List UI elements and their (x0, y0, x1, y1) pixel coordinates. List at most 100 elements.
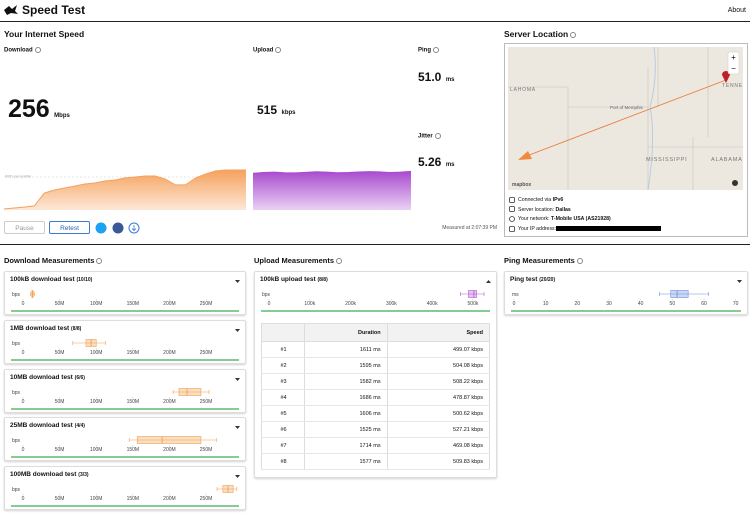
test-card: 25MB download test (4/4) bps 0 50M 100M 150M 2… (4, 417, 246, 461)
test-name: 100MB download test (3/3) (10, 471, 89, 478)
table-row: #1 1611 ms 499.07 kbps (261, 341, 490, 358)
x-tick-label: 300k (386, 301, 397, 307)
chevron[interactable] (235, 378, 240, 381)
x-tick-label: 100M (90, 301, 103, 307)
info-icon[interactable] (576, 258, 583, 265)
section-title: Your Internet Speed (4, 29, 85, 39)
icon-shape (509, 225, 515, 232)
x-tick-label: 250M (200, 399, 213, 405)
test-title: 25MB download test (10, 422, 73, 429)
x-tick-label: 250M (200, 350, 213, 356)
chevron[interactable] (235, 426, 240, 429)
x-tick-label: 50M (55, 399, 65, 405)
x-tick-label: 10 (543, 301, 549, 307)
icon-shape (509, 206, 515, 213)
info-label: Server location: (518, 206, 555, 213)
x-tick-label: 250M (200, 496, 213, 502)
facebook-button[interactable] (112, 222, 124, 234)
info-row: Server location: Dallas (509, 206, 611, 216)
info-label: Your IP address: (518, 226, 557, 233)
table-row: #4 1686 ms 478.87 kbps (261, 389, 490, 406)
table-cell: 1606 ms (304, 405, 388, 422)
map-label: TENNE (722, 83, 743, 89)
test-count: (3/3) (78, 472, 89, 478)
table-cell: #6 (261, 421, 305, 438)
test-plot: bps 0 100k 200k 300k 400k 500k (261, 280, 491, 312)
test-count: (20/20) (539, 277, 556, 283)
zoom-out[interactable]: − (731, 64, 736, 73)
x-tick-label: 150M (127, 496, 140, 502)
ip-redacted (556, 226, 661, 231)
box (178, 388, 202, 396)
test-name: Ping test (20/20) (510, 276, 555, 283)
title-text: Upload Measurements (254, 256, 335, 265)
area (4, 170, 246, 210)
header-row: Duration Speed (261, 323, 491, 342)
table-cell: #5 (261, 405, 305, 422)
unit: ms (445, 77, 455, 83)
about-link[interactable]: About (727, 7, 746, 14)
table-cell: 1525 ms (304, 421, 388, 438)
table-cell: #2 (261, 357, 305, 374)
retest-button[interactable]: Retest (49, 221, 90, 234)
upload-chart (253, 170, 411, 210)
test-name: 25MB download test (4/4) (10, 422, 85, 429)
info-icon[interactable] (434, 133, 441, 139)
table-row: #2 1595 ms 504.08 kbps (261, 357, 490, 374)
chevron[interactable] (737, 280, 742, 283)
test-title: 100MB download test (10, 471, 77, 478)
x-tick-label: 200M (163, 399, 176, 405)
info-icon[interactable] (34, 47, 41, 53)
info-icon[interactable] (96, 258, 103, 265)
info-label: Connected via (518, 197, 552, 203)
river (647, 47, 656, 190)
axis-unit: bps (12, 292, 21, 298)
chevron[interactable] (235, 280, 240, 283)
pause-button[interactable]: Pause (4, 221, 45, 234)
app-title: Speed Test (22, 3, 86, 17)
header-rule (0, 21, 750, 22)
twitter-button[interactable] (95, 222, 107, 234)
state-borders (508, 47, 743, 190)
axis-unit: ms (512, 292, 519, 298)
map-info[interactable] (732, 180, 738, 186)
x-tick-label: 150M (127, 350, 140, 356)
download-glyph (131, 225, 137, 232)
test-title: 1MB download test (10, 325, 70, 332)
info-icon[interactable] (336, 258, 343, 265)
test-count: (10/10) (76, 277, 93, 283)
table-cell: 504.08 kbps (386, 357, 490, 374)
info-icon (509, 216, 515, 222)
section-title: Ping Measurements (504, 256, 583, 265)
upload-table: Duration Speed #1 1611 ms 499.07 kbps #2 1595 … (261, 323, 491, 470)
info-value: Dallas (555, 206, 571, 213)
map-label: LAHOMA (510, 87, 536, 93)
chevron[interactable] (486, 280, 491, 283)
x-tick-label: 250M (200, 447, 213, 453)
map-label: MISSISSIPPI (646, 157, 688, 163)
info-icon[interactable] (570, 31, 577, 38)
chevron[interactable] (235, 329, 240, 332)
server-panel (504, 43, 748, 237)
x-tick-label: 60 (701, 301, 707, 307)
table-cell: 1714 ms (304, 437, 388, 454)
test-card: 100kB download test (10/10) bps 0 50M 100M 15… (4, 271, 246, 315)
server-info: Connected via IPv6 Server location: Dalla… (509, 196, 611, 235)
unit: kbps (281, 110, 296, 116)
button-label: Pause (15, 225, 34, 232)
chevron[interactable] (235, 475, 240, 478)
zoom-in[interactable]: + (731, 53, 736, 62)
x-tick-label: 0 (513, 301, 516, 307)
info-row: Connected via IPv6 (509, 196, 611, 206)
table-row: #7 1714 ms 469.08 kbps (261, 437, 490, 454)
value: 51.0 (418, 70, 442, 84)
info-icon[interactable] (433, 47, 439, 53)
title-text: Download Measurements (4, 256, 95, 265)
line (4, 169, 246, 210)
info-icon[interactable] (275, 47, 282, 53)
test-title: 10MB download test (10, 374, 73, 381)
axis-unit: bps (12, 438, 21, 444)
